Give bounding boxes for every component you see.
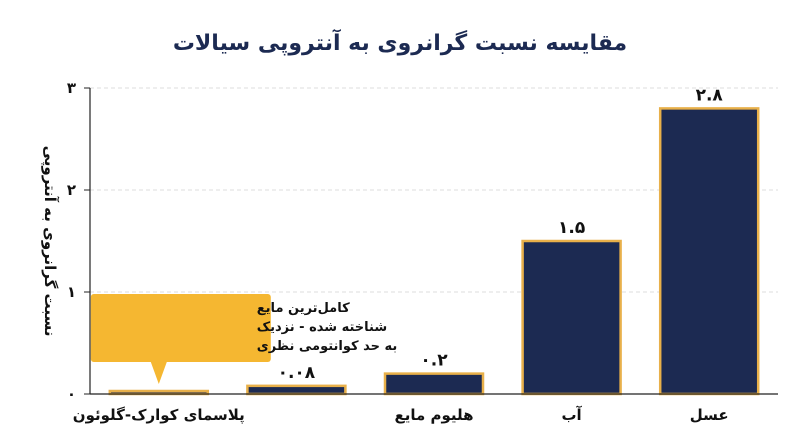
- category-label-3: آب: [561, 406, 582, 424]
- annotation-line-2: به حد کوانتومی نظری: [257, 339, 397, 354]
- y-tick-label-1: ۱: [67, 283, 76, 301]
- annotation-line-1: شناخته شده - نزدیک: [257, 320, 387, 335]
- y-axis-label: نسبت گرانروی به آنتروپی: [40, 146, 59, 337]
- category-label-0: پلاسمای کوارک-گلوئون: [73, 406, 245, 425]
- bar-4: [658, 107, 760, 396]
- annotation-box: [90, 294, 271, 362]
- annotation-callout: کامل‌ترین مایع شناخته شده - نزدیک به حد کو…: [90, 294, 397, 384]
- data-label-1: ۰.۰۸: [278, 363, 316, 383]
- category-labels: پلاسمای کوارک-گلوئون هلیوم مایع آب عسل: [73, 406, 729, 425]
- category-label-2: هلیوم مایع: [394, 406, 473, 424]
- y-tick-label-3: ۳: [67, 79, 76, 97]
- chart-title: مقایسه نسبت گرانروی به آنتروپی سیالات: [173, 28, 627, 56]
- annotation-line-0: کامل‌ترین مایع: [257, 301, 350, 316]
- bar-1: [246, 384, 347, 396]
- data-label-4: ۲.۸: [696, 85, 724, 105]
- data-label-3: ۱.۵: [558, 218, 585, 238]
- bar-2: [383, 372, 485, 396]
- data-label-2: ۰.۲: [420, 351, 448, 371]
- annotation-pointer: [150, 362, 167, 384]
- y-axis-ticks: ۰ ۱ ۲ ۳: [67, 79, 90, 403]
- bars: [108, 107, 760, 396]
- category-label-4: عسل: [690, 406, 729, 424]
- grid-lines: [90, 87, 778, 293]
- data-labels: ۰.۰۸ ۰.۲ ۱.۵ ۲.۸: [278, 85, 724, 382]
- y-tick-label-0: ۰: [67, 385, 76, 403]
- y-tick-label-2: ۲: [67, 181, 76, 199]
- bar-3: [521, 239, 622, 396]
